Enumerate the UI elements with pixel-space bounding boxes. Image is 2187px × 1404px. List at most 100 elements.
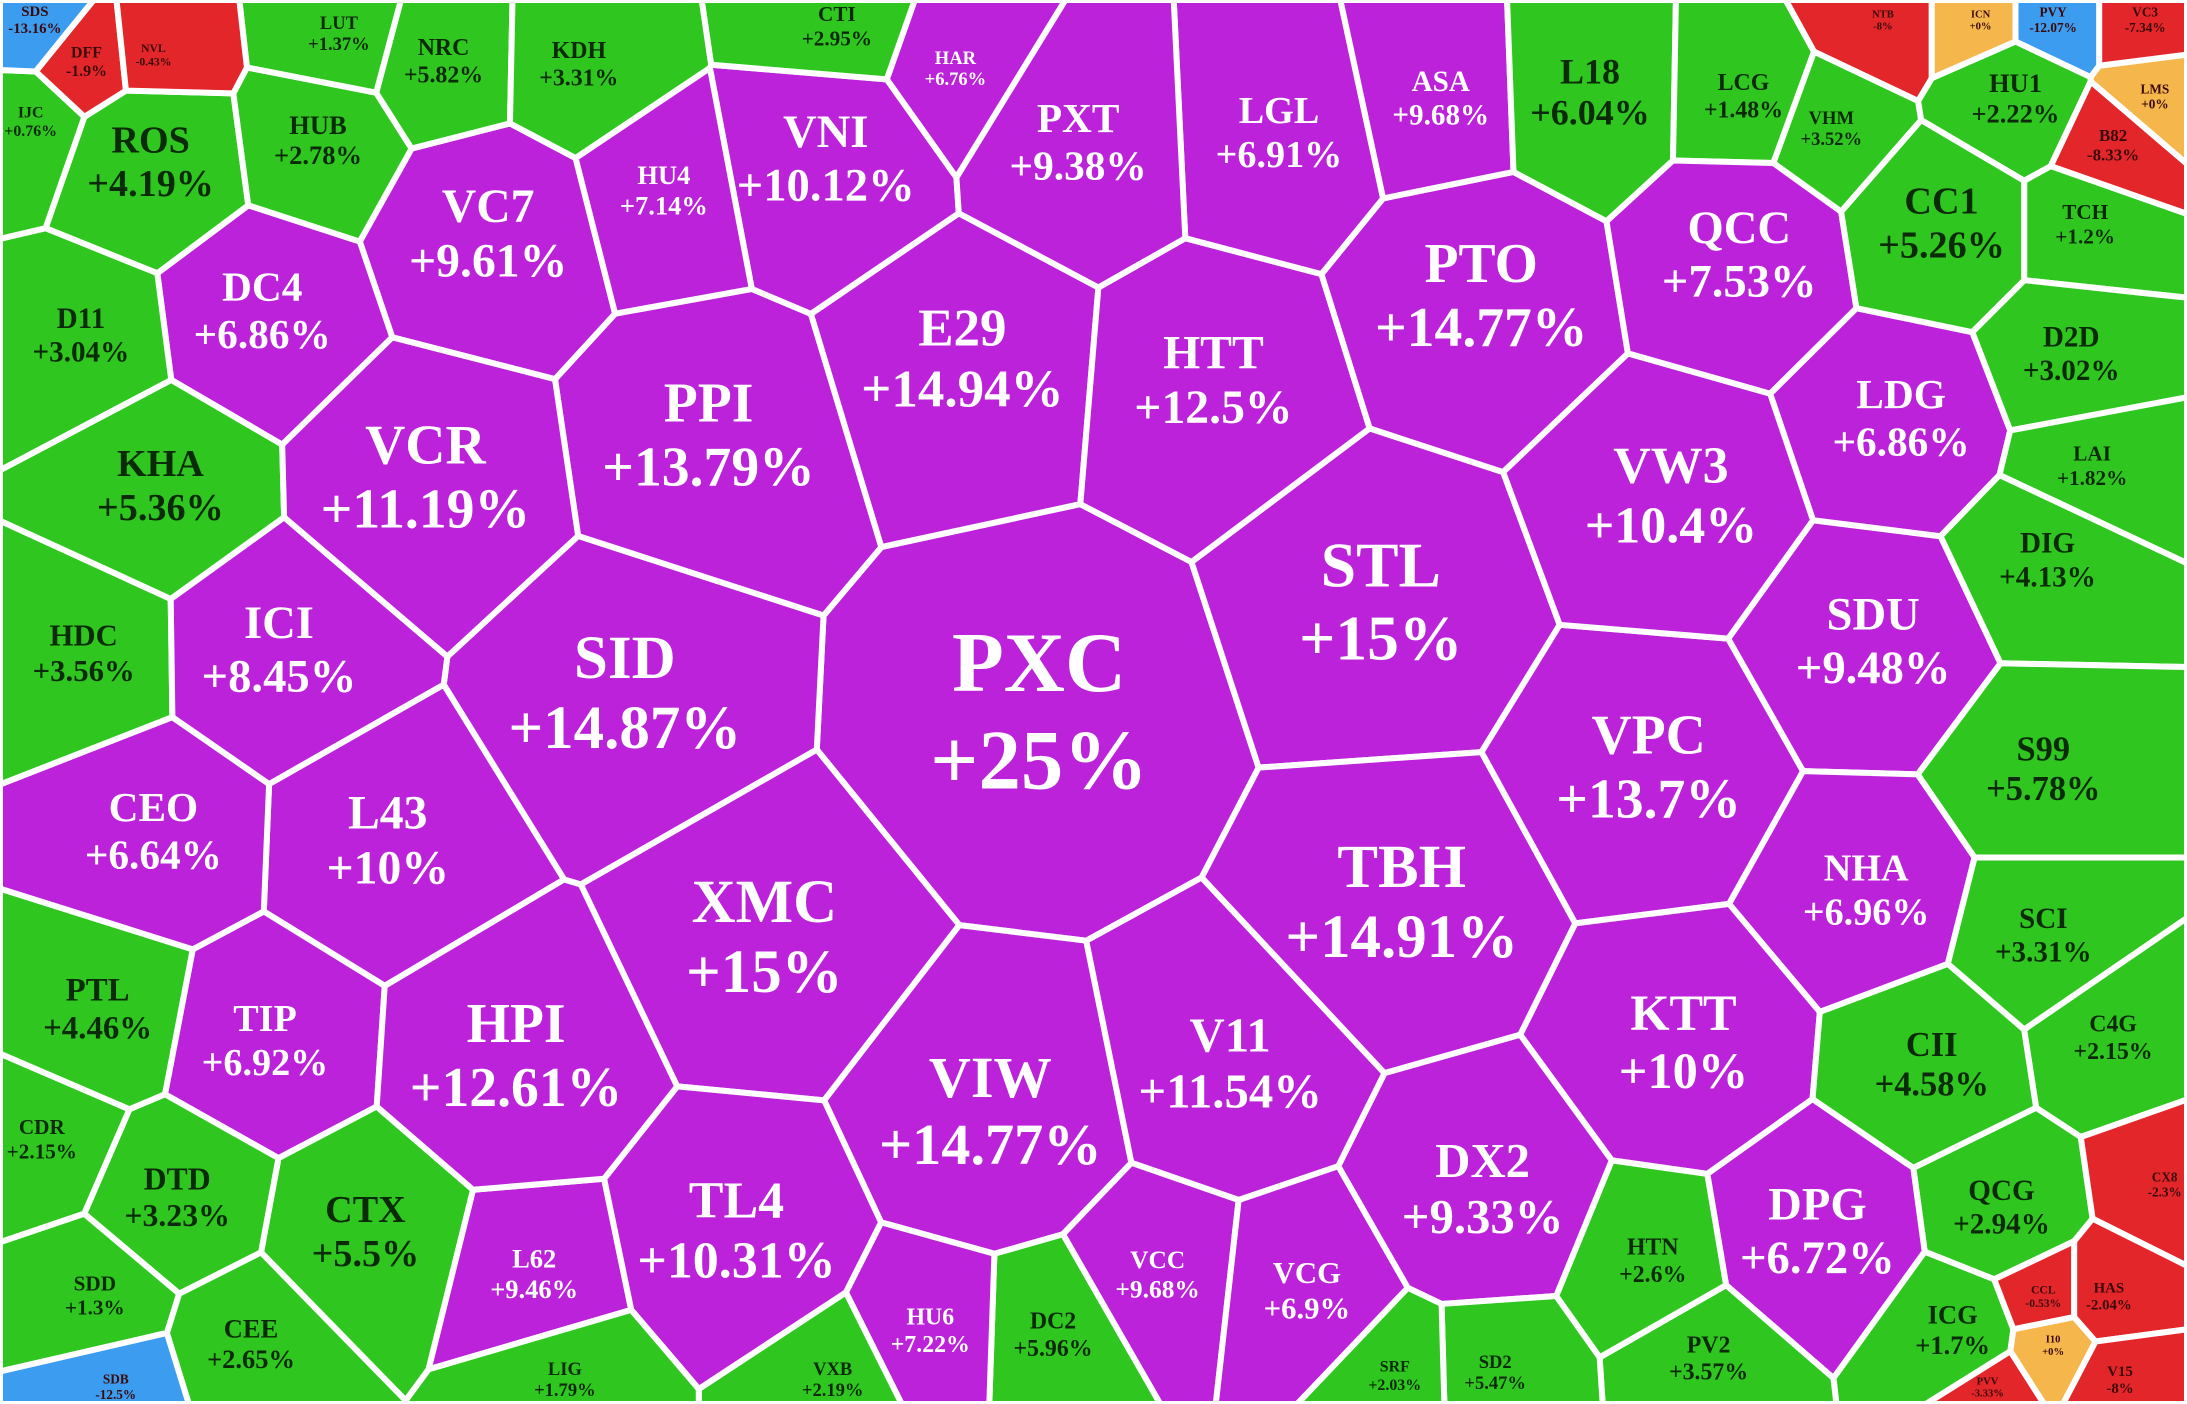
change-label: +10% <box>326 841 449 894</box>
ticker-label: CEO <box>109 784 199 830</box>
ticker-label: DFF <box>71 45 102 62</box>
change-label: +6.9% <box>1264 1291 1351 1325</box>
change-label: -8.33% <box>2087 146 2139 165</box>
ticker-label: VW3 <box>1613 438 1728 495</box>
change-label: +3.56% <box>33 654 135 688</box>
ticker-label: L62 <box>512 1244 556 1274</box>
ticker-label: NTB <box>1872 10 1894 21</box>
change-label: +10.12% <box>737 159 915 211</box>
change-label: +9.46% <box>490 1274 578 1304</box>
change-label: +2.15% <box>7 1140 77 1164</box>
change-label: +11.54% <box>1138 1064 1322 1118</box>
change-label: +1.37% <box>308 34 370 55</box>
ticker-label: IJC <box>18 105 44 122</box>
change-label: +9.68% <box>1392 100 1489 132</box>
change-label: +1.3% <box>65 1296 125 1320</box>
change-label: +0% <box>2042 1347 2064 1358</box>
change-label: +2.6% <box>1619 1262 1686 1288</box>
ticker-label: HU6 <box>906 1304 954 1330</box>
ticker-label: I10 <box>2046 1335 2061 1346</box>
ticker-label: SD2 <box>1479 1352 1512 1373</box>
change-label: -3.33% <box>1971 1389 2004 1400</box>
ticker-label: SDU <box>1827 588 1920 640</box>
ticker-label: QCG <box>1968 1175 2034 1207</box>
ticker-label: VC3 <box>2132 5 2158 20</box>
change-label: +1.82% <box>2057 466 2127 490</box>
ticker-label: TIP <box>233 998 297 1040</box>
change-label: +13.7% <box>1556 768 1741 830</box>
ticker-label: LMS <box>2141 81 2170 96</box>
change-label: +4.58% <box>1875 1066 1989 1104</box>
ticker-label: HTT <box>1163 326 1264 379</box>
change-label: -7.34% <box>2125 20 2166 35</box>
ticker-label: DPG <box>1768 1178 1866 1230</box>
ticker-label: D11 <box>57 303 106 335</box>
ticker-label: DC2 <box>1030 1309 1076 1335</box>
change-label: +0.76% <box>4 123 57 140</box>
ticker-label: SDS <box>21 4 48 20</box>
ticker-label: HUB <box>289 110 346 140</box>
change-label: +5.36% <box>97 487 224 529</box>
stock-cell <box>113 0 250 97</box>
ticker-label: B82 <box>2099 126 2127 145</box>
change-label: +2.03% <box>1368 1377 1421 1394</box>
change-label: +4.13% <box>1999 561 2096 593</box>
ticker-label: SRF <box>1380 1359 1410 1376</box>
change-label: +3.31% <box>539 65 618 91</box>
ticker-label: VHM <box>1809 108 1854 129</box>
change-label: +6.86% <box>1832 419 1969 465</box>
change-label: +13.79% <box>602 437 815 499</box>
change-label: +7.22% <box>891 1332 970 1358</box>
stock-cell <box>0 1329 192 1404</box>
change-label: +15% <box>1299 602 1462 673</box>
change-label: -2.04% <box>2086 1297 2132 1313</box>
change-label: +5.5% <box>312 1233 420 1275</box>
ticker-label: VCC <box>1130 1245 1185 1274</box>
ticker-label: LDG <box>1856 371 1946 417</box>
ticker-label: HPI <box>467 993 566 1055</box>
stock-cell <box>1914 660 2187 861</box>
change-label: +7.14% <box>620 190 708 220</box>
ticker-label: VC7 <box>442 180 535 233</box>
stock-cell <box>0 0 97 75</box>
ticker-label: TL4 <box>689 1173 784 1230</box>
stock-cell <box>0 885 196 1113</box>
change-label: +3.02% <box>2023 355 2120 387</box>
ticker-label: HDC <box>50 619 118 653</box>
change-label: -0.53% <box>2025 1297 2061 1310</box>
change-label: +6.76% <box>925 69 987 90</box>
ticker-label: KDH <box>552 38 607 64</box>
ticker-label: SID <box>574 625 676 692</box>
change-label: -12.5% <box>95 1387 136 1402</box>
ticker-label: SDB <box>103 1372 129 1387</box>
ticker-label: ASA <box>1412 66 1470 98</box>
change-label: +6.91% <box>1216 134 1343 176</box>
change-label: +14.87% <box>508 695 741 762</box>
change-label: +1.79% <box>534 1380 596 1401</box>
change-label: +15% <box>686 939 843 1006</box>
ticker-label: DIG <box>2020 528 2075 560</box>
ticker-label: LIG <box>548 1359 582 1380</box>
change-label: +2.22% <box>1971 98 2059 128</box>
ticker-label: CII <box>1906 1026 1958 1064</box>
ticker-label: ICI <box>244 597 314 649</box>
change-label: +11.19% <box>321 478 530 540</box>
stock-cell <box>953 0 1189 291</box>
change-label: +14.77% <box>1375 297 1588 359</box>
ticker-label: VPC <box>1591 704 1705 766</box>
change-label: +3.04% <box>33 337 130 369</box>
change-label: -0.43% <box>135 55 171 68</box>
ticker-label: VCG <box>1273 1256 1341 1290</box>
ticker-label: L43 <box>348 787 428 840</box>
change-label: +12.61% <box>410 1057 623 1119</box>
change-label: +6.04% <box>1530 93 1650 133</box>
change-label: +10.4% <box>1585 497 1757 554</box>
change-label: +4.19% <box>87 163 214 205</box>
change-label: +1.7% <box>1915 1330 1990 1360</box>
stock-cell <box>1294 1284 1448 1404</box>
change-label: +6.86% <box>194 311 331 357</box>
stock-cell <box>572 65 755 317</box>
ticker-label: VIW <box>929 1045 1052 1110</box>
ticker-label: VCR <box>365 414 486 476</box>
ticker-label: LGL <box>1239 90 1320 132</box>
